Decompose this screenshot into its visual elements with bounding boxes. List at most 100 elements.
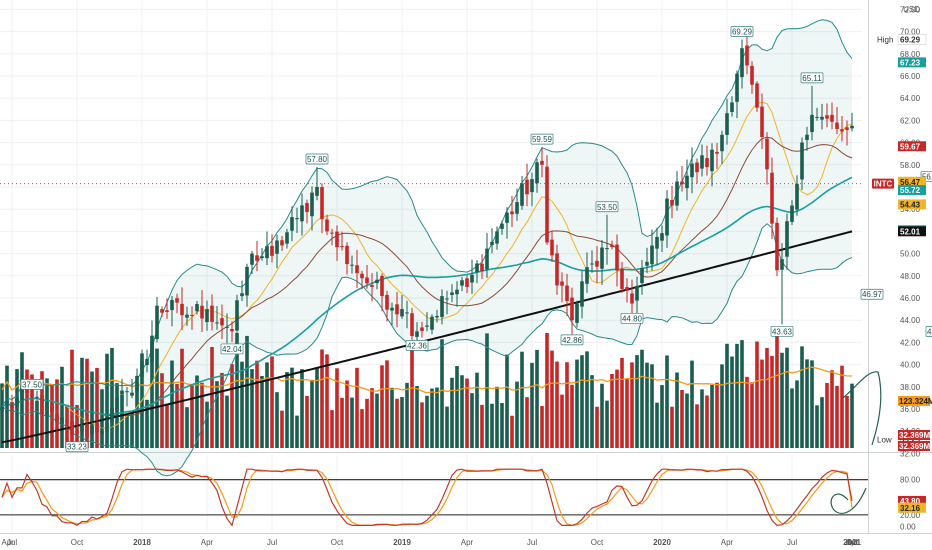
candle-body [270,245,274,256]
annotation-stroke [842,371,882,446]
peak-label-text: 65.11 [802,74,822,83]
candle-body [165,310,169,312]
volume-bar [340,397,344,448]
candle-body [775,222,779,271]
volume-bar [645,362,649,448]
candle-body [445,298,449,300]
candle-body [110,407,114,423]
candle-body [265,246,269,259]
candle-body [285,232,289,244]
volume-bar [410,347,414,448]
volume-bar [445,406,449,448]
candle-body [475,263,479,273]
candle-body [10,404,14,408]
price-tag-text: 52.01 [900,227,921,236]
volume-bar [280,410,284,448]
peak-label: 53.50 [595,201,619,213]
candle-body [315,187,319,196]
price-tag-box [898,226,926,237]
volume-bar [595,406,599,448]
symbol-tag-box [872,178,894,189]
candle-body [170,299,174,311]
volume-bar [310,379,314,448]
time-tick-label: Oct [846,538,859,547]
candle-body [650,245,654,265]
candle-body [120,390,124,395]
volume-bar [240,361,244,448]
osc-tag: 32.16 [898,502,926,513]
price-tag-box [897,34,927,45]
price-tag-prefix: High [877,35,893,44]
candle-body [370,285,374,287]
candle-body [685,175,689,189]
candle-body [180,303,184,316]
volume-bar [715,382,719,448]
volume-bar [560,394,564,448]
price-tag-text: 67.23 [900,58,921,67]
candle-body [785,221,789,257]
candle-body [580,281,584,307]
price-tag-text: 54.43 [900,200,921,209]
candle-body [235,300,239,331]
candle-body [40,395,44,415]
volume-bar [360,409,364,448]
volume-bar [505,354,509,448]
volume-bar [820,397,824,448]
osc-tag-box [898,502,926,513]
candle-body [115,397,119,411]
time-tick-label: 2018 [133,538,151,547]
volume-bar [60,366,64,448]
volume-bar [740,340,744,448]
candle-body [665,198,669,236]
candle-body [790,205,794,222]
candle-body [355,265,359,274]
volume-bar [10,402,14,448]
volume-bar [220,372,224,448]
candle-body [160,309,164,313]
peak-label: 43.63 [770,325,794,337]
volume-bar [515,381,519,448]
candle-body [5,401,9,406]
time-tick-label: Apr [846,538,859,547]
price-tick-label: 68.00 [900,50,921,59]
candle-body [470,274,474,283]
peak-label: 44.80 [620,312,644,324]
candle-body [675,181,679,206]
candle-body [530,179,534,193]
volume-bar [790,388,794,448]
candle-body [480,263,484,271]
volume-bar [755,341,759,448]
candle-body [250,253,254,265]
candle-body [415,331,419,337]
candle-body [560,281,564,286]
candle-body [770,172,774,224]
volume-bar [165,403,169,448]
peak-label-box [20,379,44,390]
candle-body [90,425,94,435]
candle-body [75,430,79,434]
volume-bar [415,385,419,448]
volume-bar [590,375,594,448]
peak-label-box [560,334,584,346]
peak-label-text: 53.50 [597,203,618,212]
candle-body [375,279,379,284]
price-scale[interactable]: USD32.0034.0036.0038.0040.0042.0044.0046… [830,5,932,532]
candle-body [405,312,409,314]
candle-body [45,402,49,416]
candle-body [95,423,99,433]
peak-label-box [595,201,619,213]
candle-body [325,219,329,232]
candle-body [710,149,714,172]
peak-labels: 37.50 33.23 42.04 57.80 42.36 59.59 42.86 53.50… [20,26,932,453]
volume-bar [105,353,109,448]
volume-bar [655,402,659,448]
volume-bar [370,388,374,448]
candle-body [380,275,384,296]
volume-bar [530,362,534,448]
volume-tag: 32.369M [898,430,930,440]
volume-bar [770,356,774,448]
volume-bar [665,355,669,448]
volume-bar [125,413,129,448]
